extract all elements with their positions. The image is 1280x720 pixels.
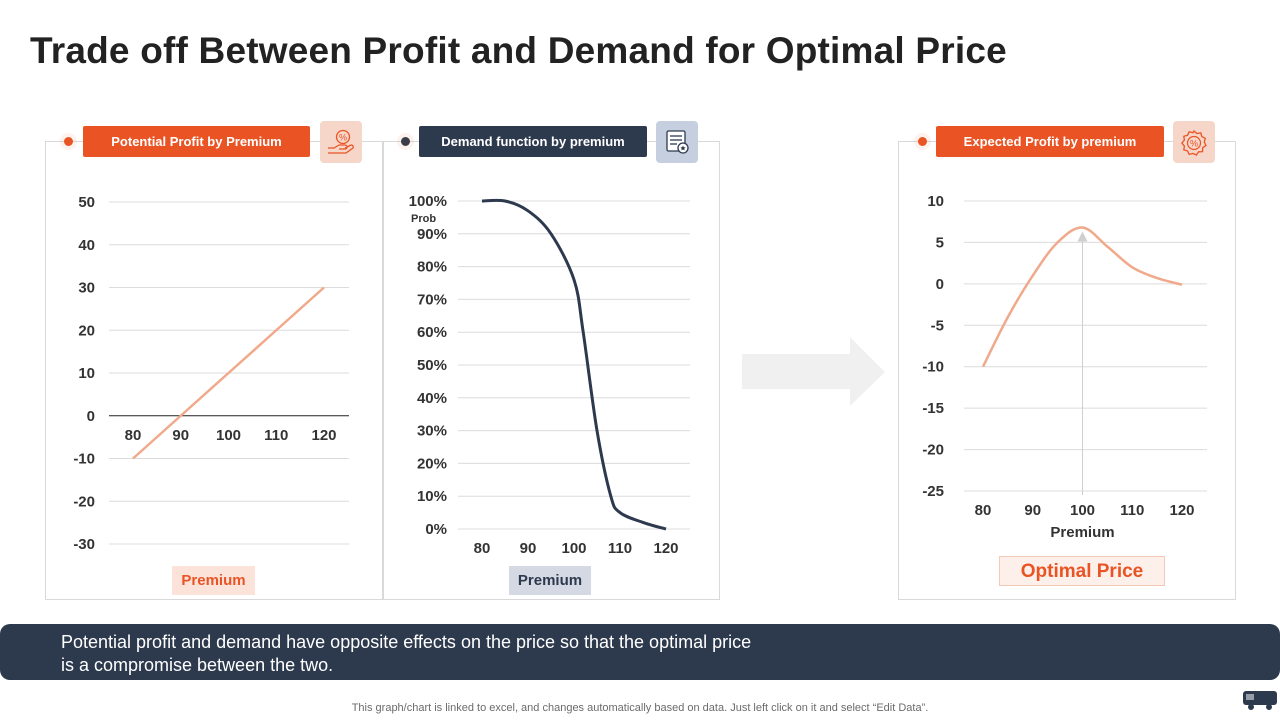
demand-xtick: 110 <box>608 540 632 557</box>
expected-xtick: 80 <box>975 502 992 519</box>
demand-ytick: 10% <box>417 488 447 505</box>
profit-ytick: -10 <box>73 451 95 468</box>
demand-ytick: 20% <box>417 455 447 472</box>
expected-xtick: 90 <box>1024 502 1041 519</box>
demand-ytick: 100% <box>409 193 447 210</box>
expected-bullet <box>914 133 931 150</box>
demand-ytick: 60% <box>417 324 447 341</box>
expected-panel <box>898 141 1236 600</box>
demand-xlabel: Premium <box>509 566 591 595</box>
expected-ytick: 5 <box>936 234 944 251</box>
demand-series-line <box>481 198 667 531</box>
profit-xtick: 80 <box>125 427 142 444</box>
demand-ytick: 40% <box>417 390 447 407</box>
profit-ytick: 20 <box>78 322 95 339</box>
demand-ytick: 30% <box>417 423 447 440</box>
percent-badge-icon: % <box>1173 121 1215 163</box>
expected-xtick: 110 <box>1120 502 1144 519</box>
optimal-price-marker-arrowhead <box>1077 231 1088 242</box>
profit-xtick: 110 <box>264 427 288 444</box>
profit-ytick: 40 <box>78 237 95 254</box>
demand-badge: Demand function by premium <box>419 126 647 157</box>
edit-data-note: This graph/chart is linked to excel, and… <box>351 702 929 714</box>
demand-chart: 100% 90% 80% 70% 60% 50% 40% 30% 20% 10% 0% Prob 80 9… <box>409 193 690 557</box>
expected-ytick: -25 <box>922 483 944 500</box>
profit-badge: Potential Profit by Premium <box>83 126 310 157</box>
expected-ytick: 10 <box>927 193 944 210</box>
svg-text:%: % <box>1190 139 1198 149</box>
expected-ytick: 0 <box>936 276 944 293</box>
expected-ytick: -10 <box>922 359 944 376</box>
right-arrow-icon <box>742 337 885 406</box>
profit-ytick: -20 <box>73 493 95 510</box>
expected-chart: 10 5 0 -5 -10 -15 -20 -25 80 90 100 110 120 Premium <box>922 193 1207 541</box>
expected-series-line <box>981 226 1183 368</box>
demand-ytick: 50% <box>417 357 447 374</box>
expected-ytick: -20 <box>922 442 944 459</box>
expected-ytick: -15 <box>922 400 944 417</box>
demand-ytick: 70% <box>417 291 447 308</box>
profit-ytick: 30 <box>78 280 95 297</box>
demand-panel <box>383 141 720 600</box>
page-title: Trade off Between Profit and Demand for … <box>30 30 1007 71</box>
expected-badge: Expected Profit by premium <box>936 126 1164 157</box>
demand-ylabel: Prob <box>411 213 436 225</box>
hand-percent-icon: % <box>320 121 362 163</box>
profit-bullet <box>60 133 77 150</box>
profit-panel <box>45 141 383 600</box>
profit-ytick: 10 <box>78 365 95 382</box>
demand-xtick: 100 <box>561 540 586 557</box>
document-badge-icon <box>656 121 698 163</box>
profit-ytick: 50 <box>78 194 95 211</box>
demand-xtick: 120 <box>653 540 678 557</box>
expected-xlabel: Premium <box>1050 524 1114 541</box>
summary-text: Potential profit and demand have opposit… <box>61 632 752 675</box>
expected-xtick: 120 <box>1169 502 1194 519</box>
profit-xtick: 100 <box>216 427 241 444</box>
truck-icon <box>1243 691 1277 710</box>
profit-ytick: -30 <box>73 536 95 553</box>
demand-ytick: 80% <box>417 259 447 276</box>
demand-ytick: 0% <box>425 521 447 538</box>
profit-xlabel: Premium <box>172 566 255 595</box>
demand-bullet <box>397 133 414 150</box>
svg-text:%: % <box>339 133 347 143</box>
profit-ytick: 0 <box>87 408 95 425</box>
demand-ytick: 90% <box>417 226 447 243</box>
expected-xtick: 100 <box>1070 502 1095 519</box>
profit-xtick: 90 <box>172 427 189 444</box>
optimal-price-callout: Optimal Price <box>999 556 1165 586</box>
profit-series-line <box>132 286 325 460</box>
profit-xtick: 120 <box>311 427 336 444</box>
demand-xtick: 80 <box>474 540 491 557</box>
demand-xtick: 90 <box>520 540 537 557</box>
summary-banner: Potential profit and demand have opposit… <box>0 624 1280 680</box>
expected-ytick: -5 <box>931 317 944 334</box>
